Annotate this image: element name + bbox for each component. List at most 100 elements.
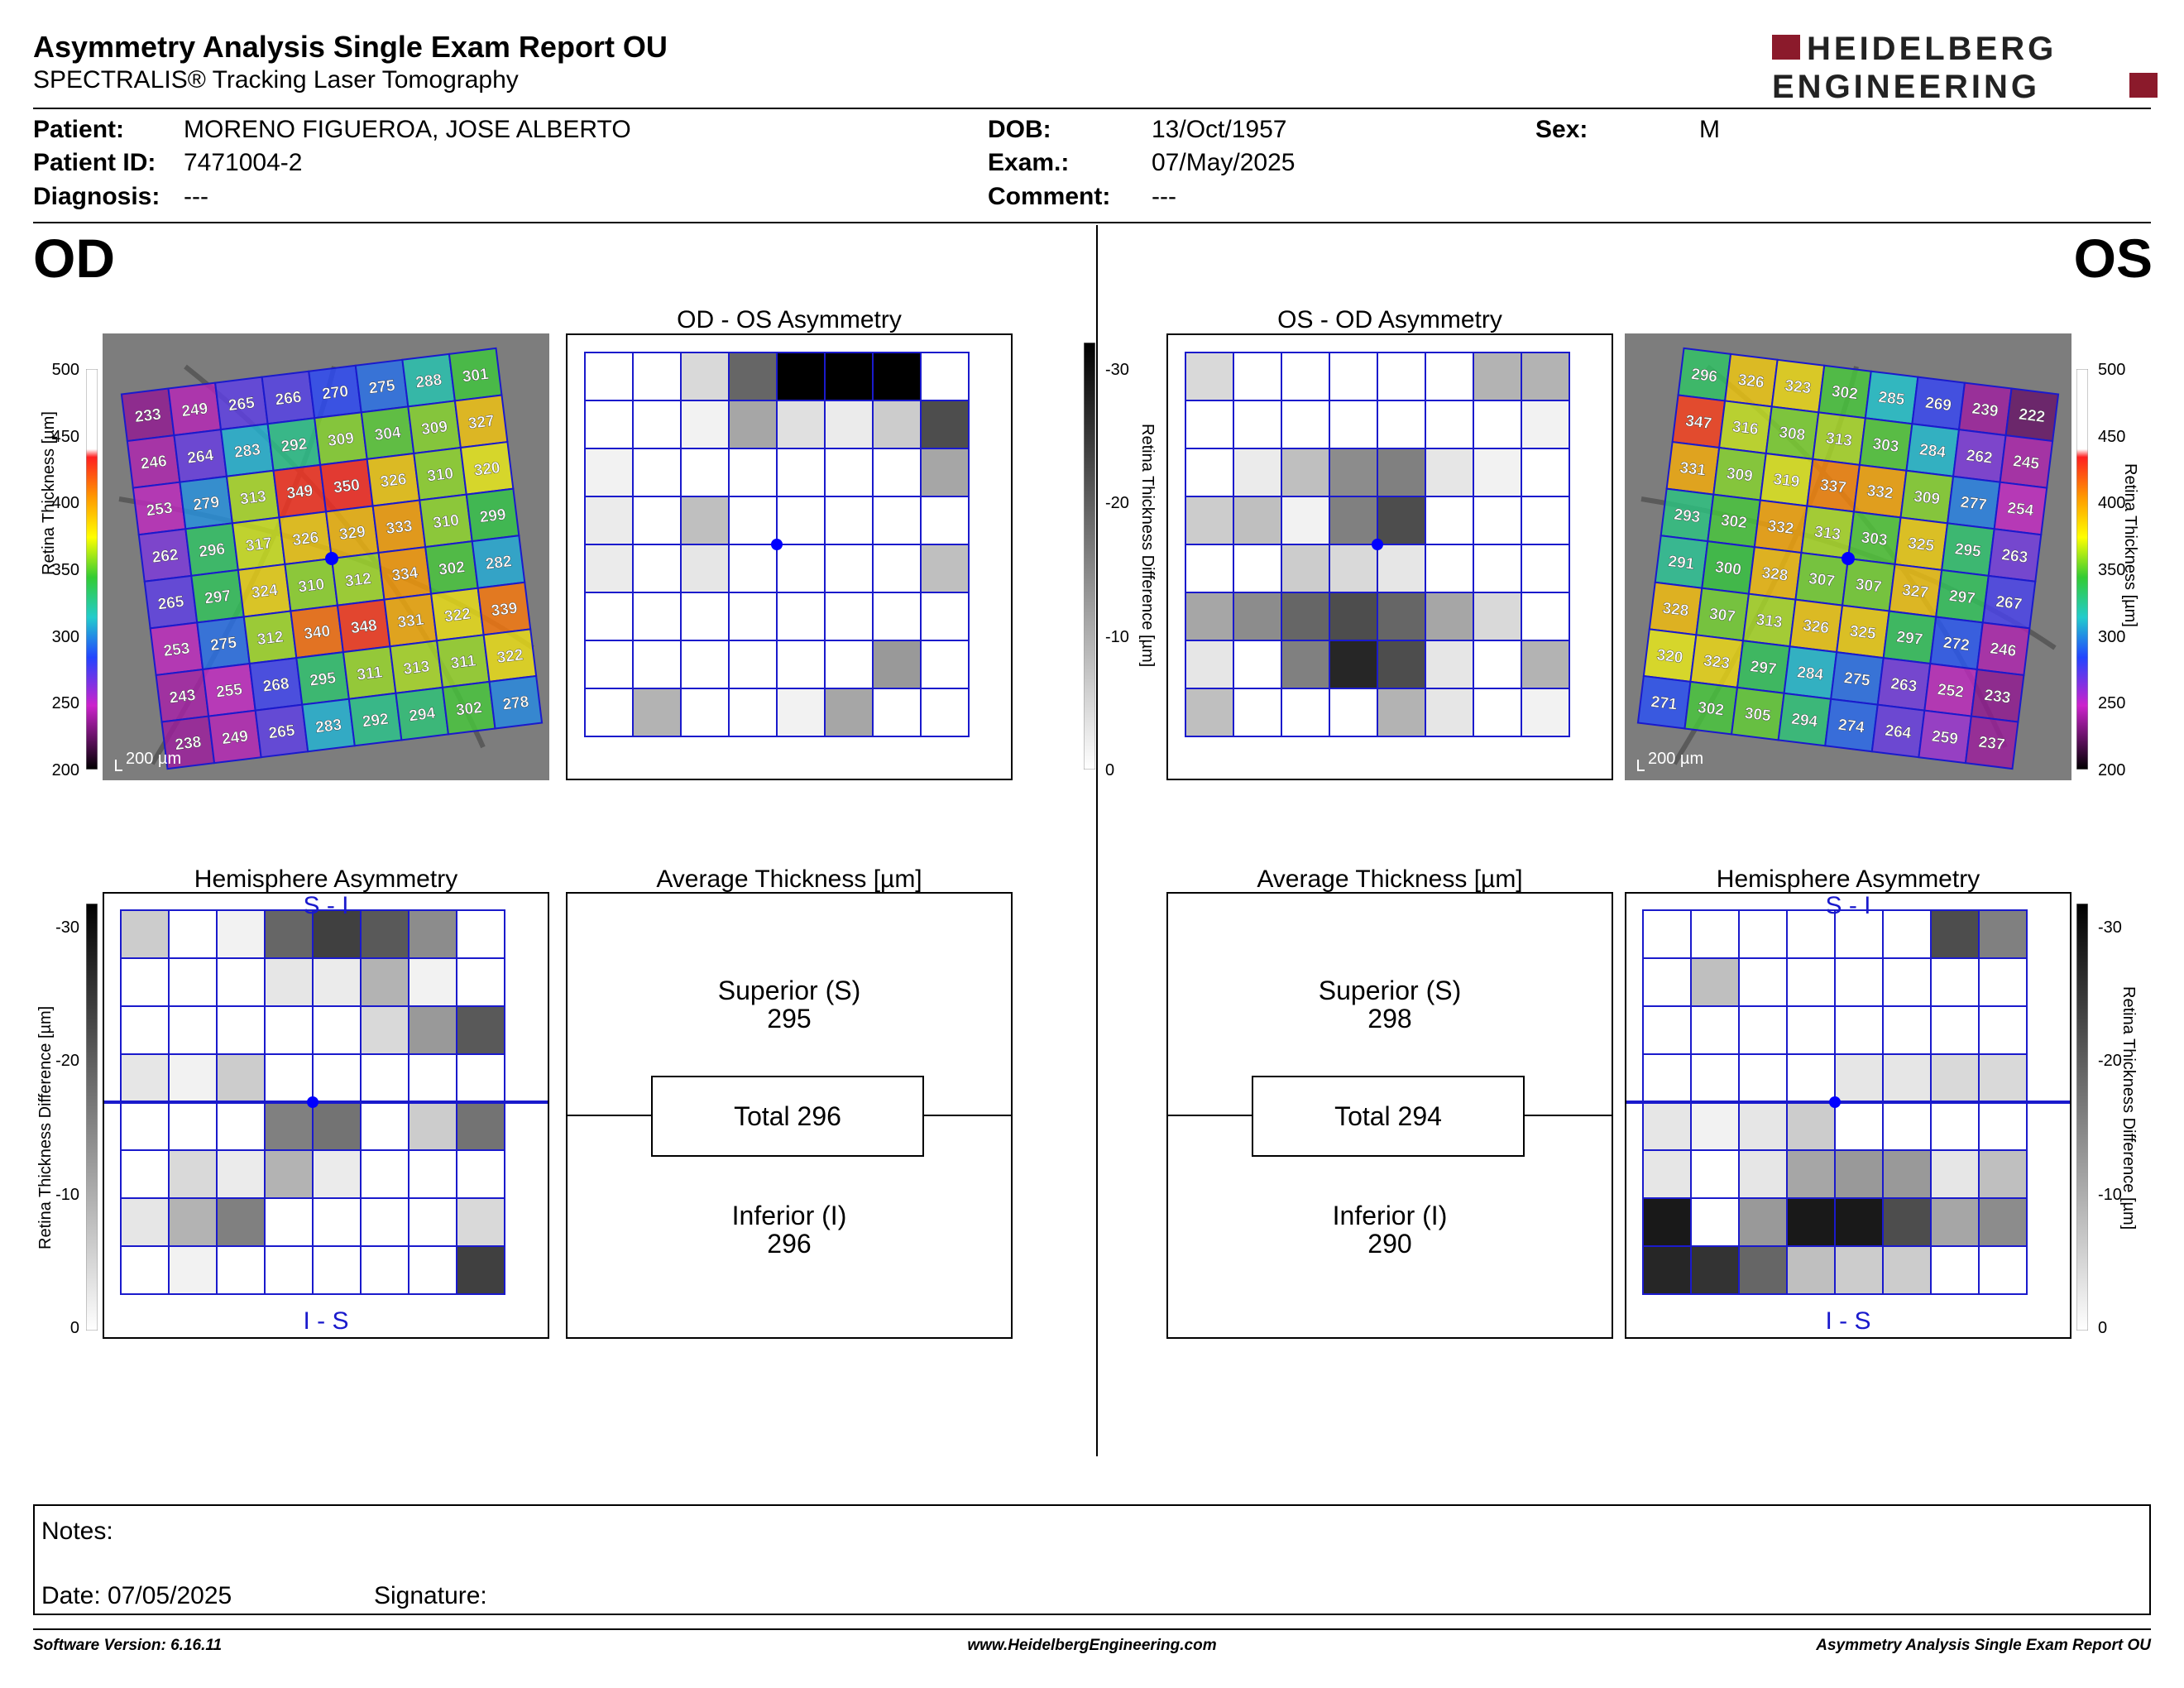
os-asymmetry-cell <box>1473 448 1522 497</box>
od-asymmetry-cell <box>920 448 970 497</box>
os-thickness-value: 305 <box>1744 705 1772 726</box>
os-asymmetry-cell <box>1377 544 1426 593</box>
od-fovea-dot <box>325 552 338 565</box>
od-asymmetry-cell <box>584 544 634 593</box>
od-hemisphere-cell <box>456 1197 505 1247</box>
od-hemisphere-cell <box>120 957 170 1007</box>
os-thickness-value: 332 <box>1766 517 1794 538</box>
od-thickness-value: 288 <box>414 372 443 392</box>
os-asymmetry-cell <box>1233 496 1282 545</box>
os-thickness-value: 309 <box>1726 465 1754 486</box>
footer-software: Software Version: 6.16.11 <box>33 1637 223 1654</box>
notes-box[interactable] <box>33 1504 2151 1615</box>
center-difference-scale-tick: 0 <box>1105 761 1115 779</box>
os-thickness-value: 254 <box>2006 500 2034 520</box>
os-thickness-value: 328 <box>1661 600 1689 621</box>
od-thickness-value: 349 <box>285 482 314 503</box>
od-asymmetry-cell <box>920 400 970 449</box>
os-thickness-value: 291 <box>1667 553 1695 573</box>
od-asymmetry-cell <box>920 544 970 593</box>
od-asymmetry-cell <box>872 448 922 497</box>
os-hemisphere-cell <box>1738 909 1788 959</box>
od-hemisphere-cell <box>456 1245 505 1295</box>
od-hemisphere-cell <box>216 1053 266 1103</box>
os-asymmetry-cell <box>1521 688 1570 737</box>
os-hemisphere-cell <box>1690 957 1740 1007</box>
os-fovea-dot <box>1842 552 1855 565</box>
os-asymmetry-cell <box>1473 352 1522 401</box>
footer-website[interactable]: www.HeidelbergEngineering.com <box>967 1637 1217 1654</box>
od-asymmetry-cell <box>584 448 634 497</box>
od-thickness-value: 268 <box>262 675 290 696</box>
od-thickness-value: 253 <box>163 640 191 660</box>
od-asymmetry-cell <box>824 448 874 497</box>
os-thickness-value: 269 <box>1924 395 1952 415</box>
od-asymmetry-cell <box>776 352 826 401</box>
od-asymmetry-cell <box>824 544 874 593</box>
os-thickness-value: 293 <box>1673 506 1701 527</box>
os-asymmetry-cell <box>1185 496 1234 545</box>
os-asymmetry-cell <box>1233 544 1282 593</box>
os-thickness-axis-label: Retina Thickness [µm] <box>2121 463 2139 627</box>
od-thickness-value: 233 <box>134 405 162 426</box>
os-hemisphere-cell <box>1978 1005 2028 1055</box>
os-thickness-value: 233 <box>1983 687 2011 707</box>
heidelberg-logo: HEIDELBERG ENGINEERING <box>1770 30 2159 105</box>
od-thickness-value: 246 <box>140 453 168 473</box>
od-hemisphere-cell <box>456 1101 505 1151</box>
os-hemisphere-fovea-dot <box>1829 1096 1841 1108</box>
od-hemisphere-panel <box>103 892 549 1339</box>
od-hemisphere-cell <box>264 1245 314 1295</box>
os-thickness-scale-tick: 200 <box>2098 761 2126 779</box>
od-thickness-value: 322 <box>443 606 472 626</box>
os-hemi-difference-scale-tick: 0 <box>2098 1319 2108 1337</box>
os-asymmetry-cell <box>1281 496 1330 545</box>
od-hemisphere-cell <box>312 909 362 959</box>
os-thickness-value: 302 <box>1697 699 1725 720</box>
os-asymmetry-cell <box>1425 688 1474 737</box>
os-asymmetry-cell <box>1281 448 1330 497</box>
od-si-label: S - I <box>303 892 349 919</box>
os-asymmetry-cell <box>1281 640 1330 689</box>
os-thickness-scale-tick: 400 <box>2098 494 2126 513</box>
os-thickness-value: 313 <box>1825 429 1853 450</box>
os-superior-label: Superior (S) <box>1318 976 1462 1005</box>
os-thickness-value: 264 <box>1884 722 1912 743</box>
comment-value: --- <box>1152 183 1176 210</box>
od-asymmetry-cell <box>872 640 922 689</box>
os-hemisphere-cell <box>1738 1101 1788 1151</box>
os-asymmetry-cell <box>1281 400 1330 449</box>
od-hemisphere-fovea-dot <box>307 1096 318 1108</box>
os-inferior-label: Inferior (I) <box>1332 1201 1448 1230</box>
os-asymmetry-cell <box>1473 592 1522 641</box>
os-asymmetry-cell <box>1473 544 1522 593</box>
od-thickness-value: 283 <box>314 717 342 737</box>
od-asymmetry-cell <box>920 496 970 545</box>
os-asymmetry-cell <box>1281 688 1330 737</box>
od-hemisphere-cell <box>264 1149 314 1199</box>
od-thickness-value: 292 <box>280 435 309 456</box>
os-thickness-value: 323 <box>1703 652 1731 673</box>
od-asymmetry-cell <box>872 544 922 593</box>
os-hemisphere-cell <box>1834 909 1884 959</box>
od-asymmetry-cell <box>680 592 730 641</box>
center-difference-scale-tick: -20 <box>1105 494 1129 513</box>
od-asymmetry-cell <box>728 544 778 593</box>
od-hemisphere-cell <box>312 1005 362 1055</box>
os-thickness-value: 331 <box>1679 459 1707 480</box>
od-hemisphere-cell <box>312 1101 362 1151</box>
os-asymmetry-cell <box>1425 640 1474 689</box>
os-hemisphere-cell <box>1930 1149 1980 1199</box>
od-thickness-value: 278 <box>501 693 529 714</box>
signature-label: Signature: <box>374 1582 487 1609</box>
os-si-label: S - I <box>1825 892 1871 919</box>
os-thickness-value: 297 <box>1948 587 1976 608</box>
os-thickness-value: 294 <box>1790 711 1818 731</box>
center-difference-scale-tick: -30 <box>1105 361 1129 379</box>
od-asymmetry-panel <box>566 333 1013 780</box>
os-asymmetry-cell <box>1377 592 1426 641</box>
od-thickness-value: 253 <box>146 500 174 520</box>
os-thickness-value: 302 <box>1720 511 1748 532</box>
od-asymmetry-cell <box>584 688 634 737</box>
os-thickness-value: 245 <box>2012 453 2040 473</box>
